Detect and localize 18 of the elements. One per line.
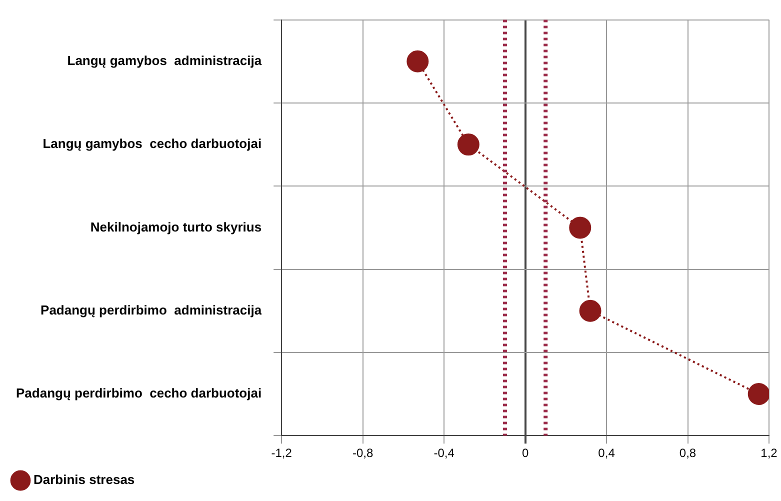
point [569,216,592,239]
y-tick-label: Langų gamybos cecho darbuotojai [42,136,262,152]
x-tick-label: 0,4 [598,446,616,460]
x-tick-label: 1,2 [760,446,778,460]
y-tick-label: Nekilnojamojo turto skyrius [90,219,262,234]
point [406,50,429,72]
x-tick-label: -0,4 [434,446,455,460]
point [579,300,602,322]
legend-label: Darbinis stresas [34,472,135,488]
x-tick-label: -0,8 [352,446,374,460]
point [457,134,480,156]
y-tick-label: Padangų perdirbimo administracija [40,302,262,318]
point [748,383,769,406]
y-tick-label: Padangų perdirbimo cecho darbuotojai [16,386,262,401]
x-tick-label: -1,2 [271,446,292,460]
y-tick-label: Langų gamybos administracija [67,52,262,68]
x-tick-label: 0,8 [679,446,696,460]
x-tick-label: 0 [522,446,529,460]
